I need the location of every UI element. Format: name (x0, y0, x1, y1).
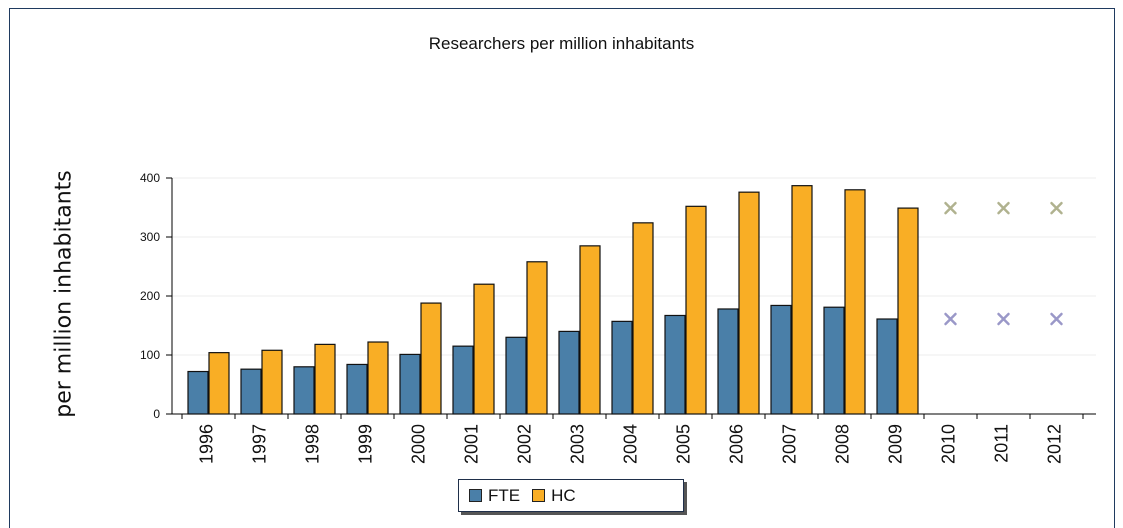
x-tick-label: 2000 (409, 424, 429, 464)
x-tick-label: 1998 (303, 424, 323, 464)
legend: FTE HC (458, 479, 684, 512)
bar-hc (526, 261, 548, 415)
legend-item-hc: HC (532, 486, 576, 506)
bar-fte (346, 363, 368, 415)
legend-swatch-fte (469, 489, 482, 502)
bar-hc (314, 343, 336, 415)
x-tick-label: 1997 (250, 424, 270, 464)
x-tick-label: 2005 (674, 424, 694, 464)
bar-fte (399, 353, 421, 415)
estimate-marker-fte (1050, 312, 1063, 326)
x-tick-label: 2012 (1045, 424, 1065, 464)
chart-title: Researchers per million inhabitants (428, 34, 695, 53)
bar-hc (632, 222, 654, 415)
y-tick-label: 300 (140, 230, 160, 244)
x-tick-label: 2011 (992, 424, 1012, 463)
x-tick-label: 2003 (568, 424, 588, 464)
x-tick-label: 2006 (727, 424, 747, 464)
x-tick-label: 2004 (621, 424, 641, 464)
x-tick-label: 2001 (462, 424, 482, 464)
estimate-marker-hc (997, 201, 1010, 215)
x-tick-label: 2010 (939, 424, 959, 464)
chart-frame (9, 8, 1115, 528)
bar-hc (579, 245, 601, 415)
y-tick-label: 0 (153, 407, 160, 421)
y-tick-label: 100 (140, 348, 160, 362)
bar-hc (791, 185, 813, 415)
estimate-marker-fte (944, 312, 957, 326)
estimate-marker-hc (1050, 201, 1063, 215)
estimate-marker-fte (997, 312, 1010, 326)
bar-hc (208, 352, 230, 415)
estimate-marker-hc (944, 201, 957, 215)
y-tick-label: 200 (140, 289, 160, 303)
bar-hc (420, 302, 442, 415)
bar-fte (452, 345, 474, 415)
legend-label-hc: HC (551, 485, 576, 505)
bar-fte (770, 304, 792, 415)
bar-hc (738, 191, 760, 415)
bar-hc (473, 283, 495, 415)
bar-fte (664, 314, 686, 415)
bar-fte (505, 336, 527, 415)
x-tick-label: 2009 (886, 424, 906, 464)
x-tick-label: 2008 (833, 424, 853, 464)
x-tick-label: 2007 (780, 424, 800, 464)
legend-swatch-hc (532, 489, 546, 502)
x-tick-label: 1999 (356, 424, 376, 464)
bar-fte (717, 308, 739, 415)
bar-hc (261, 349, 283, 415)
bar-hc (897, 207, 919, 415)
legend-label-fte: FTE (488, 485, 521, 505)
bar-fte (611, 320, 633, 415)
bar-hc (367, 341, 389, 415)
bar-fte (558, 330, 580, 415)
bar-fte (876, 318, 898, 415)
x-tick-label: 2002 (515, 424, 535, 464)
legend-item-fte: FTE (469, 486, 520, 506)
bar-fte (293, 366, 315, 415)
chart-plot: 0 100 200 300 400 1996 1997 1998 1999 2000 2001 200… (140, 171, 1096, 464)
bar-hc (844, 189, 866, 415)
x-tick-label: 1996 (197, 424, 217, 464)
bar-fte (187, 370, 209, 415)
y-tick-label: 400 (140, 171, 160, 185)
bar-fte (823, 306, 845, 415)
bar-fte (240, 368, 262, 415)
bar-hc (685, 205, 707, 415)
